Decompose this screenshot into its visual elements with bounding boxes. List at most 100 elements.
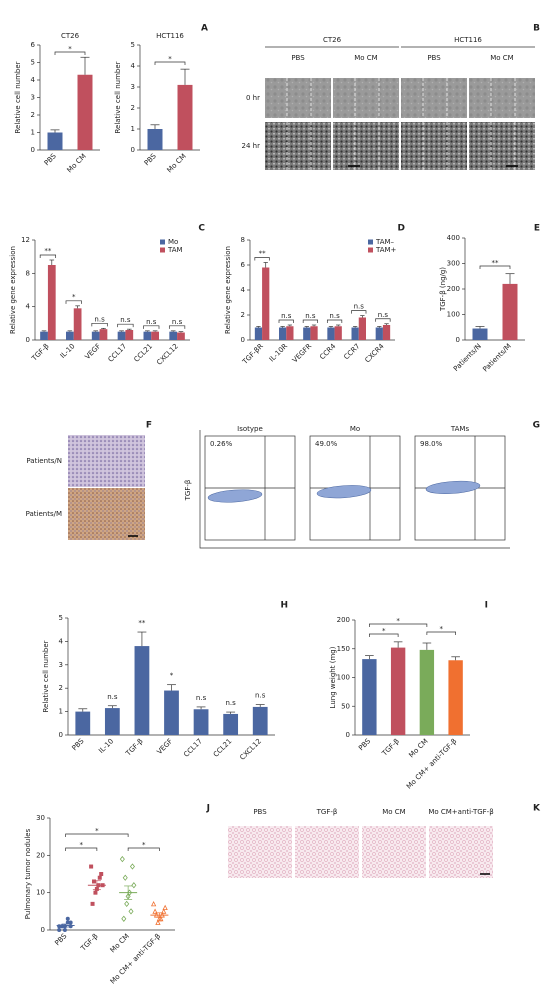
y-tick-label: 200 xyxy=(447,285,460,293)
micrograph xyxy=(469,122,535,170)
panel-letter: D xyxy=(398,224,405,234)
significance-bracket xyxy=(127,847,160,851)
significance-bracket xyxy=(369,623,428,627)
significance-label: n.s xyxy=(146,318,157,326)
flow-axes xyxy=(199,430,510,549)
y-tick-label: 30 xyxy=(36,814,45,822)
gate-percent: 0.26% xyxy=(210,440,233,448)
dot xyxy=(97,875,102,880)
x-tick-label: PBS xyxy=(53,932,68,947)
dot xyxy=(57,928,62,932)
x-tick-label: Patients/M xyxy=(481,342,512,373)
bar xyxy=(134,646,150,735)
panel-letter: K xyxy=(533,804,541,814)
bar xyxy=(164,690,179,735)
plot-title: TAMs xyxy=(450,425,470,433)
panel-letter: E xyxy=(534,224,540,234)
dot xyxy=(156,915,163,922)
significance-label: n.s xyxy=(107,693,118,701)
bar xyxy=(169,331,178,340)
y-axis-label: Relative gene expression xyxy=(9,246,17,334)
bar xyxy=(448,660,463,735)
y-axis-label: Pulmonary tumor nodules xyxy=(24,828,32,919)
plot-title: Isotype xyxy=(237,425,263,433)
bar xyxy=(375,327,383,340)
panel-letter: G xyxy=(533,421,540,431)
y-tick-label: 6 xyxy=(241,261,246,269)
y-axis-label: TGF-β (ng/g) xyxy=(439,267,447,312)
y-tick-label: 2 xyxy=(241,311,245,319)
significance-label: n.s xyxy=(305,312,316,320)
bar xyxy=(390,647,406,735)
bar xyxy=(502,283,518,340)
significance-bracket xyxy=(375,318,391,322)
y-tick-label: 6 xyxy=(31,41,36,49)
x-tick-label: VEGFR xyxy=(291,342,313,364)
significance-bracket xyxy=(154,61,186,65)
micrograph xyxy=(68,435,145,487)
significance-bracket xyxy=(254,257,270,261)
significance-bracket xyxy=(326,319,343,323)
x-tick-label: VEGF xyxy=(155,737,174,756)
bar xyxy=(419,649,435,735)
bar xyxy=(262,267,270,340)
y-tick-label: 0 xyxy=(31,146,35,154)
y-tick-label: 2 xyxy=(131,104,135,112)
significance-label: n.s xyxy=(281,312,292,320)
significance-bracket xyxy=(302,319,319,323)
significance-label: ** xyxy=(259,250,267,258)
y-tick-label: 2 xyxy=(59,684,63,692)
y-tick-label: 300 xyxy=(447,260,460,268)
bar xyxy=(177,332,185,340)
x-tick-label: TGF-βR xyxy=(240,342,265,367)
bar xyxy=(143,331,152,340)
x-tick-label: TGF-β xyxy=(79,932,100,953)
bar xyxy=(73,308,82,340)
significance-label: * xyxy=(168,55,172,63)
y-tick-label: 0 xyxy=(131,146,135,154)
bar xyxy=(193,709,209,735)
column-label: Mo CM xyxy=(382,808,405,816)
column-label: PBS xyxy=(253,808,267,816)
y-tick-label: 8 xyxy=(26,269,30,277)
column-label: PBS xyxy=(291,54,305,62)
significance-label: * xyxy=(440,625,444,633)
panel-letter: J xyxy=(206,804,210,814)
significance-label: n.s xyxy=(255,692,266,700)
dot xyxy=(129,863,135,870)
bar xyxy=(382,325,391,340)
chart-title: CT26 xyxy=(61,32,80,40)
significance-bracket xyxy=(479,265,511,269)
bar xyxy=(310,326,318,340)
y-tick-label: 5 xyxy=(59,614,63,622)
y-tick-label: 12 xyxy=(21,236,30,244)
bar xyxy=(252,706,268,735)
bar xyxy=(104,708,120,735)
significance-bracket xyxy=(117,323,134,328)
bar xyxy=(286,326,294,340)
significance-bracket xyxy=(369,633,399,637)
panel-letter: B xyxy=(533,24,540,34)
significance-label: n.s xyxy=(120,316,131,324)
dot xyxy=(93,890,98,895)
significance-bracket xyxy=(91,322,108,327)
legend-label: TAM– xyxy=(375,238,395,246)
dot xyxy=(99,872,104,876)
legend-swatch xyxy=(368,239,373,245)
row-label: Patients/M xyxy=(26,510,62,518)
bar xyxy=(91,331,100,340)
dot xyxy=(121,915,127,922)
y-tick-label: 100 xyxy=(447,311,460,319)
significance-label: ** xyxy=(44,247,52,255)
y-tick-label: 3 xyxy=(59,661,63,669)
x-tick-label: CCL17 xyxy=(182,737,204,759)
row-label: 0 hr xyxy=(246,94,260,102)
y-tick-label: 4 xyxy=(59,637,64,645)
y-tick-label: 0 xyxy=(59,731,63,739)
bar xyxy=(327,327,335,340)
bar xyxy=(362,659,377,735)
plot-title: Mo xyxy=(350,425,360,433)
significance-label: n.s xyxy=(354,303,365,311)
x-tick-label: CCR4 xyxy=(318,342,338,362)
